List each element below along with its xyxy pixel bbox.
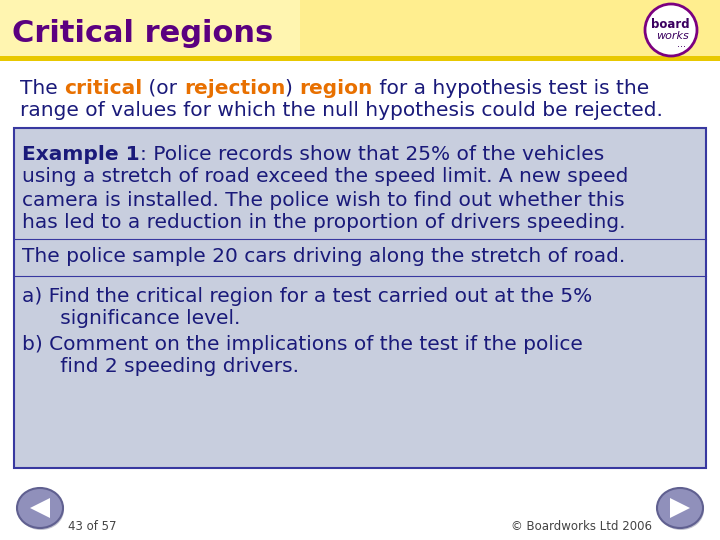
Text: Critical regions: Critical regions bbox=[12, 19, 274, 49]
Text: a) Find the critical region for a test carried out at the 5%: a) Find the critical region for a test c… bbox=[22, 287, 593, 306]
Text: significance level.: significance level. bbox=[22, 308, 240, 327]
Text: (or: (or bbox=[143, 78, 184, 98]
Text: ...: ... bbox=[678, 39, 686, 49]
Polygon shape bbox=[30, 498, 50, 518]
FancyBboxPatch shape bbox=[14, 128, 706, 468]
Text: © Boardworks Ltd 2006: © Boardworks Ltd 2006 bbox=[511, 521, 652, 534]
Text: 43 of 57: 43 of 57 bbox=[68, 521, 117, 534]
Ellipse shape bbox=[658, 490, 704, 530]
Text: region: region bbox=[300, 78, 373, 98]
Ellipse shape bbox=[17, 488, 63, 528]
Text: has led to a reduction in the proportion of drivers speeding.: has led to a reduction in the proportion… bbox=[22, 213, 626, 233]
Text: rejection: rejection bbox=[184, 78, 285, 98]
Text: for a hypothesis test is the: for a hypothesis test is the bbox=[373, 78, 649, 98]
Text: camera is installed. The police wish to find out whether this: camera is installed. The police wish to … bbox=[22, 191, 625, 210]
Text: works: works bbox=[656, 31, 688, 41]
Ellipse shape bbox=[18, 490, 64, 530]
Text: critical: critical bbox=[64, 78, 143, 98]
Text: b) Comment on the implications of the test if the police: b) Comment on the implications of the te… bbox=[22, 334, 583, 354]
Text: The police sample 20 cars driving along the stretch of road.: The police sample 20 cars driving along … bbox=[22, 247, 625, 267]
Circle shape bbox=[645, 4, 697, 56]
Text: The: The bbox=[20, 78, 64, 98]
Text: board: board bbox=[651, 18, 689, 31]
Polygon shape bbox=[670, 498, 690, 518]
Text: : Police records show that 25% of the vehicles: : Police records show that 25% of the ve… bbox=[140, 145, 604, 164]
Bar bbox=[0, 61, 720, 540]
Text: Example 1: Example 1 bbox=[22, 145, 140, 164]
Bar bbox=[300, 0, 720, 58]
Text: ): ) bbox=[285, 78, 300, 98]
Text: range of values for which the null hypothesis could be rejected.: range of values for which the null hypot… bbox=[20, 100, 663, 119]
Text: using a stretch of road exceed the speed limit. A new speed: using a stretch of road exceed the speed… bbox=[22, 167, 629, 186]
Ellipse shape bbox=[657, 488, 703, 528]
Text: find 2 speeding drivers.: find 2 speeding drivers. bbox=[22, 356, 299, 375]
Bar bbox=[0, 0, 720, 58]
Bar bbox=[0, 56, 720, 61]
